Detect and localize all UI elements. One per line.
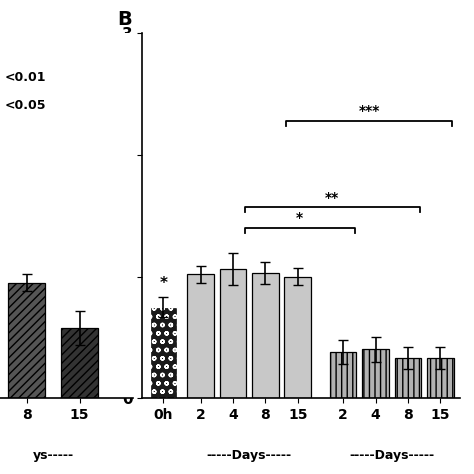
- Bar: [187, 274, 214, 398]
- Bar: [9, 283, 45, 398]
- Bar: [330, 352, 356, 398]
- Text: B: B: [117, 10, 132, 29]
- Bar: [219, 269, 246, 398]
- Text: *: *: [296, 211, 303, 226]
- Text: ys-----: ys-----: [33, 449, 73, 462]
- Bar: [62, 328, 98, 398]
- Bar: [427, 358, 454, 398]
- Bar: [150, 307, 176, 398]
- Text: ***: ***: [358, 104, 380, 118]
- Bar: [395, 358, 421, 398]
- Text: **: **: [325, 191, 339, 205]
- Bar: [252, 273, 279, 398]
- Bar: [284, 276, 311, 398]
- Text: <0.05: <0.05: [5, 99, 46, 112]
- Text: *: *: [159, 276, 167, 291]
- Y-axis label: IL-6 mRNA: IL-6 mRNA: [98, 167, 116, 264]
- Text: -----Days-----: -----Days-----: [207, 449, 292, 462]
- Text: -----Days-----: -----Days-----: [349, 449, 434, 462]
- Text: <0.01: <0.01: [5, 71, 46, 83]
- Bar: [362, 349, 389, 398]
